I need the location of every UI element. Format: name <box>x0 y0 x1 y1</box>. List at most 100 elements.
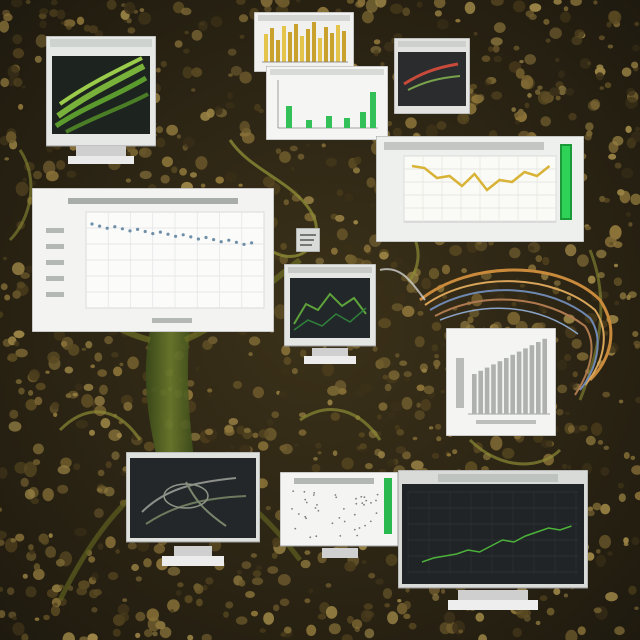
gridded-scatter-chart-card <box>32 188 274 332</box>
bar <box>342 31 346 62</box>
point <box>204 235 208 240</box>
bar <box>510 354 515 414</box>
point <box>136 227 140 231</box>
monitor-green-line-panel <box>398 470 588 610</box>
bar <box>330 33 334 62</box>
bar <box>536 342 541 414</box>
point <box>212 238 216 242</box>
point <box>353 513 356 516</box>
point <box>339 535 342 537</box>
bar <box>336 25 340 62</box>
green-bar-card <box>266 66 388 140</box>
dark-photo-card <box>394 38 470 114</box>
point <box>196 237 200 241</box>
point <box>376 493 379 496</box>
bar <box>523 348 528 414</box>
point <box>305 501 308 504</box>
bar <box>264 34 268 62</box>
point <box>338 517 341 519</box>
point <box>334 494 337 496</box>
point <box>365 499 368 502</box>
monitor-dark-sketch-panel <box>126 452 260 566</box>
point <box>174 234 178 238</box>
point <box>304 498 307 501</box>
point <box>120 227 124 231</box>
point <box>181 233 185 237</box>
bar <box>542 338 547 414</box>
point <box>313 492 316 494</box>
point <box>331 522 334 525</box>
point <box>305 517 307 520</box>
point <box>234 240 238 244</box>
point <box>361 502 364 504</box>
point <box>90 222 94 226</box>
point <box>151 232 155 236</box>
point <box>315 535 318 538</box>
point <box>297 513 300 515</box>
yellow-line-chart-card <box>376 136 584 242</box>
point <box>370 502 372 504</box>
point <box>356 534 359 537</box>
bar <box>484 367 490 414</box>
bar <box>472 374 477 414</box>
point <box>304 515 307 518</box>
point <box>250 241 254 245</box>
point <box>363 503 365 506</box>
monitor-green-swirl-panel <box>46 36 156 164</box>
point <box>358 527 361 529</box>
bar <box>318 38 322 62</box>
point <box>335 496 338 499</box>
point <box>369 520 372 523</box>
point <box>294 527 297 530</box>
bar <box>312 22 316 62</box>
bar <box>286 106 292 128</box>
point <box>316 504 318 506</box>
point <box>312 494 315 496</box>
point <box>291 508 293 510</box>
bar <box>282 26 286 62</box>
bar <box>300 36 304 62</box>
bar <box>491 364 496 414</box>
bar <box>306 120 312 128</box>
point <box>242 242 246 246</box>
point <box>303 490 306 493</box>
point <box>375 499 377 502</box>
bar <box>497 361 503 414</box>
point <box>143 229 147 234</box>
bar <box>504 358 509 414</box>
point <box>227 238 231 242</box>
point <box>364 524 366 527</box>
point <box>98 224 102 228</box>
bar <box>529 345 535 414</box>
bar <box>276 40 280 62</box>
bar <box>270 28 274 62</box>
bar <box>344 118 350 128</box>
point <box>355 502 358 505</box>
bar <box>294 24 298 62</box>
point <box>343 520 346 523</box>
point <box>309 536 312 539</box>
point <box>314 507 317 509</box>
small-note-card <box>296 228 320 252</box>
point <box>363 496 366 499</box>
bar <box>288 32 292 62</box>
point <box>166 232 170 236</box>
monitor-dark-lines-panel <box>284 264 376 364</box>
yellow-bar-card <box>254 12 354 72</box>
point <box>219 240 223 244</box>
point <box>105 226 109 230</box>
bar <box>478 370 483 414</box>
cable-bundle <box>379 268 613 396</box>
point <box>355 497 357 500</box>
point <box>317 509 320 512</box>
point <box>292 490 295 492</box>
gray-bar-chart-card <box>446 328 556 436</box>
point <box>353 528 356 531</box>
point <box>189 235 193 239</box>
point <box>360 495 363 498</box>
white-scatter-card <box>280 472 398 558</box>
bar <box>370 92 376 128</box>
bar <box>360 112 366 128</box>
point <box>158 230 162 234</box>
